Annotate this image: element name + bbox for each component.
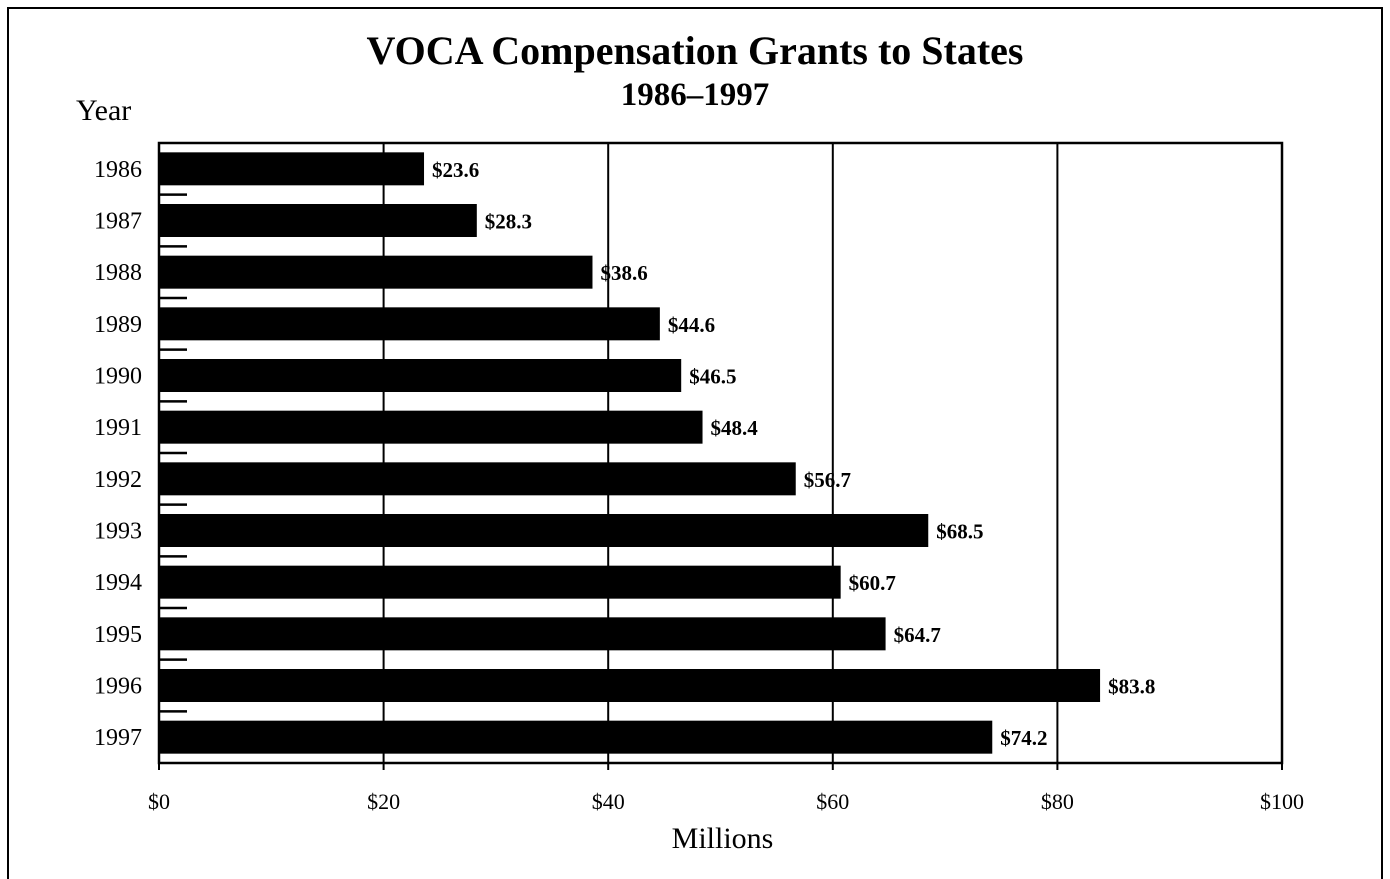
data-label: $46.5 (689, 365, 736, 389)
chart-title: VOCA Compensation Grants to States (366, 28, 1024, 73)
data-label: $68.5 (936, 520, 983, 544)
y-tick-label: 1986 (94, 157, 142, 183)
data-label: $23.6 (432, 158, 479, 182)
x-tick-label: $80 (1041, 789, 1074, 814)
data-label: $74.2 (1000, 726, 1047, 750)
x-axis-title: Millions (671, 822, 774, 855)
data-label: $64.7 (894, 623, 941, 647)
x-tick-label: $60 (816, 789, 849, 814)
y-tick-label: 1997 (94, 725, 142, 751)
chart-subtitle: 1986–1997 (620, 77, 770, 113)
data-label: $44.6 (668, 313, 715, 337)
data-label: $28.3 (485, 210, 532, 234)
bar (159, 359, 682, 392)
y-tick-label: 1989 (94, 312, 142, 338)
x-tick-label: $100 (1260, 789, 1304, 814)
data-label: $38.6 (600, 261, 647, 285)
bar (159, 204, 477, 237)
y-tick-label: 1994 (94, 570, 142, 596)
y-tick-label: 1987 (94, 209, 142, 235)
y-tick-label: 1993 (94, 519, 142, 545)
chart-frame (7, 7, 1383, 879)
x-tick-label: $40 (592, 789, 625, 814)
bar (159, 617, 886, 651)
y-axis-title: Year (76, 94, 132, 127)
bar (159, 410, 703, 444)
bar (159, 462, 796, 496)
y-tick-label: 1990 (94, 364, 142, 390)
bar (159, 152, 425, 186)
data-label: $60.7 (849, 571, 896, 595)
bar (159, 255, 593, 289)
bar (159, 307, 660, 341)
data-label: $48.4 (711, 416, 759, 440)
bar (159, 720, 993, 754)
data-label: $56.7 (804, 468, 851, 492)
x-tick-label: $20 (367, 789, 400, 814)
data-label: $83.8 (1108, 675, 1155, 699)
y-tick-label: 1992 (94, 467, 142, 493)
bar (159, 669, 1101, 702)
y-tick-label: 1988 (94, 260, 142, 286)
x-tick-label: $0 (148, 789, 170, 814)
y-tick-label: 1991 (94, 415, 142, 441)
y-tick-label: 1996 (94, 674, 142, 700)
bar (159, 565, 841, 599)
y-tick-label: 1995 (94, 622, 142, 648)
bar (159, 514, 929, 547)
